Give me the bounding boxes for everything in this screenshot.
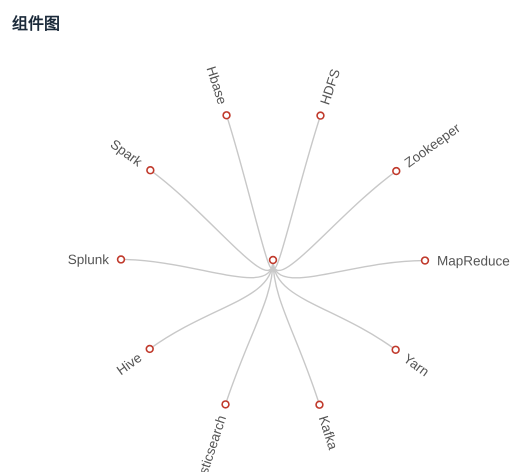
edge-hive	[149, 259, 274, 350]
edge-mapreduce	[272, 259, 426, 279]
node-label-yarn: Yarn	[401, 351, 432, 379]
node-yarn[interactable]	[391, 345, 400, 354]
node-label-hive: Hive	[114, 350, 145, 378]
edge-yarn	[272, 259, 397, 351]
edge-kafka	[272, 259, 321, 405]
node-label-hbase: Hbase	[204, 64, 230, 106]
edge-spark	[149, 169, 274, 272]
panel-title: 组件图	[12, 14, 61, 33]
node-label-elasticsearch: Elasticsearch	[190, 414, 229, 472]
node-kafka[interactable]	[315, 400, 324, 409]
node-label-splunk: Splunk	[68, 252, 110, 267]
edge-elasticsearch	[224, 259, 274, 405]
root-node[interactable]	[268, 255, 278, 265]
node-hive[interactable]	[145, 344, 154, 354]
node-hbase[interactable]	[222, 111, 231, 120]
edge-layer	[120, 115, 426, 405]
edge-zookeeper	[272, 170, 397, 272]
node-label-zookeeper: Zookeeper	[402, 120, 464, 170]
node-mapreduce[interactable]	[420, 256, 430, 265]
node-layer: Hbase HDFS Zookeeper MapReduce Yarn Kafka Elas…	[68, 64, 510, 472]
node-hdfs[interactable]	[316, 111, 325, 120]
node-splunk[interactable]	[116, 255, 126, 264]
edge-splunk	[120, 258, 274, 279]
node-spark[interactable]	[146, 166, 155, 175]
node-label-spark: Spark	[108, 136, 146, 169]
node-elasticsearch[interactable]	[221, 400, 230, 409]
node-label-hdfs: HDFS	[317, 67, 343, 107]
node-zookeeper[interactable]	[392, 166, 401, 176]
node-label-kafka: Kafka	[316, 414, 341, 452]
node-label-mapreduce: MapReduce	[437, 253, 510, 268]
